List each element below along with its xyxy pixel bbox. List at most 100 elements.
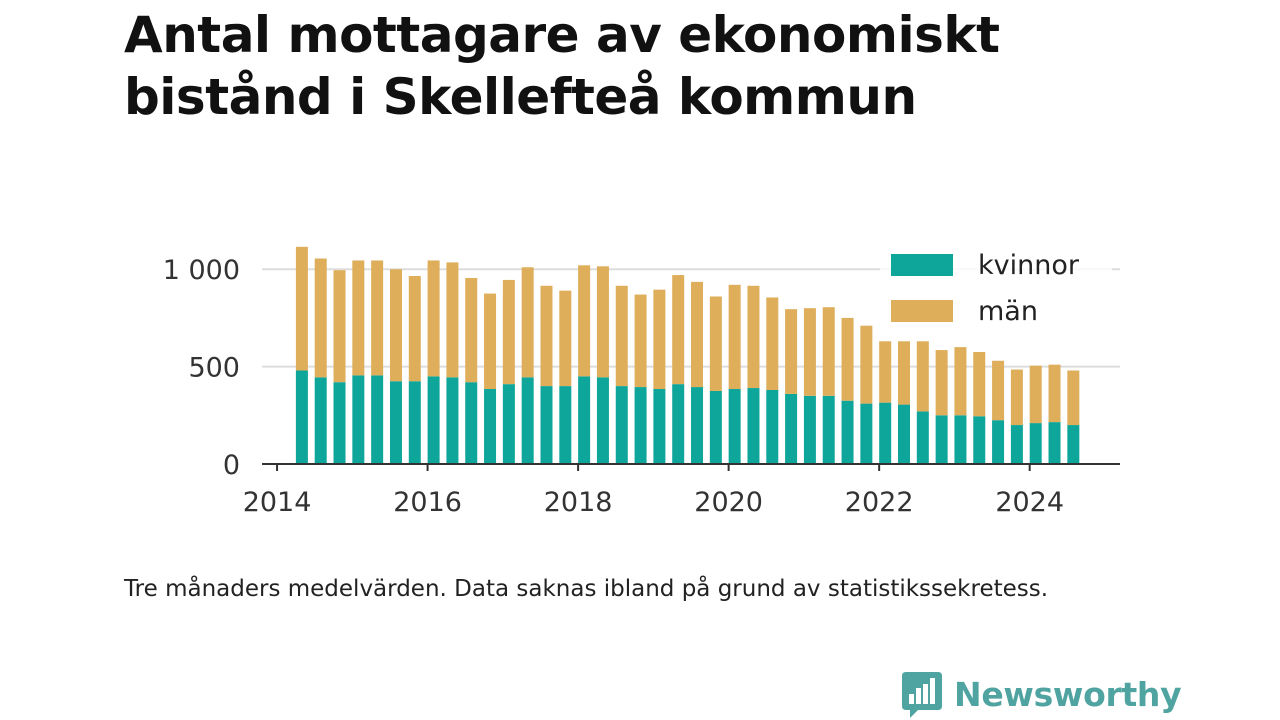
bar-man (691, 281, 704, 388)
bar-kvinnor (408, 381, 421, 464)
bar-kvinnor (446, 377, 459, 464)
bar-kvinnor (766, 389, 779, 464)
x-tick-label: 2020 (694, 487, 763, 518)
bar-kvinnor (314, 377, 327, 464)
bar-man (672, 275, 685, 385)
legend-swatch-man (891, 300, 953, 322)
bar-man (879, 341, 892, 403)
newsworthy-logo-icon (902, 672, 942, 718)
bar-man (954, 347, 967, 416)
x-tick-label: 2018 (544, 487, 613, 518)
legend-swatch-kvinnor (891, 254, 953, 276)
bar-man (578, 265, 591, 377)
bar-man (484, 293, 497, 390)
y-tick-label: 500 (188, 353, 240, 384)
x-tick-label: 2024 (995, 487, 1064, 518)
bar-man (1048, 364, 1061, 423)
bar-kvinnor (935, 415, 948, 464)
bar-man (897, 341, 910, 405)
bar-man (785, 309, 798, 394)
bars (295, 246, 1080, 464)
brand-logo: Newsworthy (902, 668, 1182, 720)
bar-kvinnor (897, 404, 910, 464)
bar-man (446, 262, 459, 378)
y-tick-label: 0 (223, 450, 240, 481)
chart-title: Antal mottagare av ekonomiskt bistånd i … (124, 6, 1000, 126)
bar-man (728, 284, 741, 390)
bar-man (540, 285, 553, 387)
bar-kvinnor (841, 400, 854, 464)
legend-label: män (978, 296, 1038, 327)
bar-kvinnor (860, 403, 873, 464)
bar-kvinnor (615, 386, 628, 464)
bar-man (465, 277, 478, 383)
bar-kvinnor (1048, 422, 1061, 464)
bar-man (408, 276, 421, 382)
bar-man (333, 270, 346, 383)
bar-kvinnor (596, 377, 609, 464)
footnote: Tre månaders medelvärden. Data saknas ib… (124, 576, 1049, 602)
bar-man (766, 297, 779, 390)
bar-man (935, 350, 948, 416)
bar-man (295, 246, 308, 371)
bar-man (841, 317, 854, 401)
bar-kvinnor (389, 381, 402, 464)
bar-man (371, 260, 384, 376)
bar-man (709, 296, 722, 391)
bar-man (1067, 370, 1080, 426)
bar-kvinnor (465, 382, 478, 464)
bar-kvinnor (747, 388, 760, 464)
bar-kvinnor (540, 386, 553, 464)
bar-man (973, 352, 986, 417)
y-axis-ticks: 0 500 1 000 (163, 255, 240, 481)
bar-kvinnor (578, 376, 591, 464)
bar-kvinnor (559, 386, 572, 464)
bar-man (822, 307, 835, 396)
bar-kvinnor (822, 395, 835, 464)
bar-kvinnor (484, 389, 497, 464)
bar-kvinnor (634, 387, 647, 464)
bar-man (615, 285, 628, 387)
bar-man (352, 260, 365, 376)
bar-kvinnor (803, 395, 816, 464)
bar-man (502, 279, 515, 385)
legend-label: kvinnor (978, 250, 1080, 281)
bar-kvinnor (333, 382, 346, 464)
legend: kvinnor män (880, 240, 1112, 338)
bar-kvinnor (1067, 425, 1080, 464)
bar-man (314, 258, 327, 378)
bar-man (803, 308, 816, 396)
x-axis: 2014 2016 2018 2020 2022 2024 (243, 463, 1120, 518)
bar-kvinnor (691, 387, 704, 464)
x-tick-label: 2022 (845, 487, 914, 518)
bar-kvinnor (295, 370, 308, 464)
bar-kvinnor (954, 415, 967, 464)
bar-man (596, 266, 609, 378)
bar-man (992, 360, 1005, 421)
bar-kvinnor (916, 411, 929, 464)
bar-kvinnor (672, 384, 685, 464)
bar-kvinnor (992, 420, 1005, 464)
x-tick-label: 2014 (243, 487, 312, 518)
bar-kvinnor (521, 377, 534, 464)
bar-kvinnor (879, 402, 892, 464)
bar-man (559, 290, 572, 387)
brand-name: Newsworthy (954, 674, 1182, 714)
bar-kvinnor (502, 384, 515, 464)
bar-man (1010, 369, 1023, 426)
bar-man (916, 341, 929, 412)
bar-man (747, 285, 760, 389)
bar-man (521, 267, 534, 378)
bar-kvinnor (352, 375, 365, 464)
bar-kvinnor (427, 376, 440, 464)
bar-man (860, 325, 873, 404)
bar-kvinnor (1010, 425, 1023, 464)
bar-man (427, 260, 440, 377)
bar-kvinnor (371, 375, 384, 464)
bar-kvinnor (709, 390, 722, 464)
bar-kvinnor (1029, 423, 1042, 464)
x-tick-label: 2016 (393, 487, 462, 518)
bar-kvinnor (653, 389, 666, 464)
bar-kvinnor (785, 393, 798, 464)
